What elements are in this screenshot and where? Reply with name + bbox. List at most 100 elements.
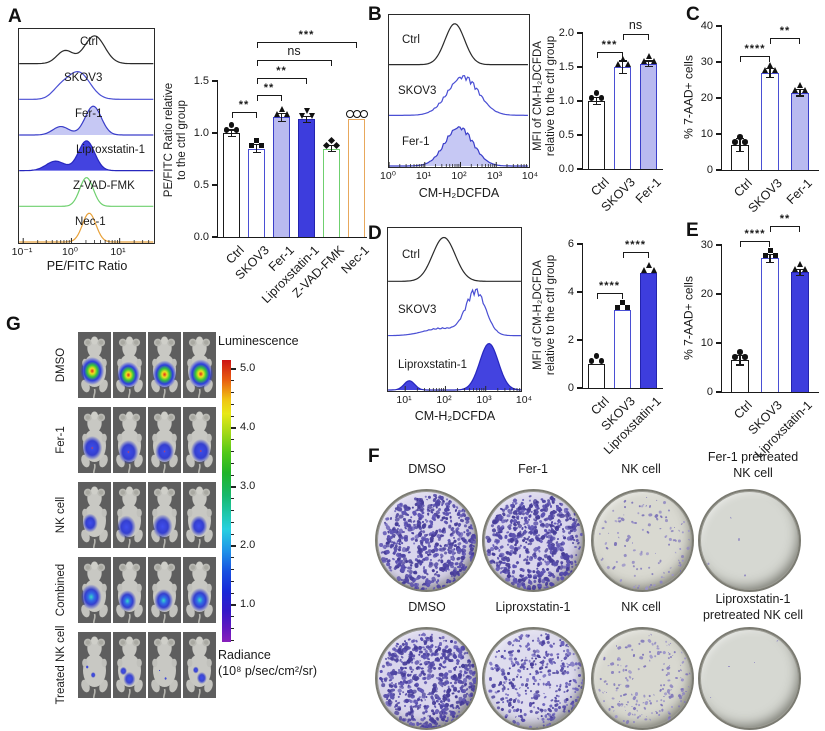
colony-speck xyxy=(553,712,556,716)
colony-speck xyxy=(412,542,416,546)
colony-plate xyxy=(375,489,478,592)
colony-speck xyxy=(543,695,547,699)
colony-speck xyxy=(503,657,507,660)
error-bar-cap xyxy=(796,274,804,277)
colony-speck xyxy=(528,725,533,728)
colony-speck xyxy=(413,658,415,661)
colony-speck xyxy=(623,499,628,504)
panel-letter-a: A xyxy=(8,6,22,27)
error-bar-cap xyxy=(766,76,774,79)
y-tick-label: 1.5 xyxy=(558,60,574,73)
colony-speck xyxy=(634,714,636,717)
colony-speck xyxy=(614,541,618,547)
colony-speck xyxy=(615,560,619,563)
colony-speck xyxy=(434,565,439,570)
y-tick-mark xyxy=(577,100,583,102)
data-point xyxy=(298,113,305,120)
error-bar-cap xyxy=(227,135,236,137)
colony-speck xyxy=(393,509,397,513)
mouse-svg xyxy=(78,557,111,624)
significance-label: ns xyxy=(287,44,301,58)
colony-speck xyxy=(432,497,437,502)
colony-speck xyxy=(615,686,619,690)
significance-bracket xyxy=(596,293,623,299)
colony-speck xyxy=(457,707,461,710)
colony-speck xyxy=(670,566,673,569)
colony-speck xyxy=(644,504,647,508)
category-label-Ctrl: Ctrl xyxy=(731,176,755,200)
colony-speck xyxy=(549,505,552,509)
panel-b-xaxis-title: CM-H₂DCFDA xyxy=(418,186,500,200)
colony-speck xyxy=(566,712,572,718)
colony-speck xyxy=(630,648,634,652)
colony-speck xyxy=(632,542,634,545)
colony-speck xyxy=(678,563,682,568)
colony-speck xyxy=(631,713,634,716)
colony-speck xyxy=(518,666,521,669)
colony-speck xyxy=(642,694,646,698)
colony-speck xyxy=(620,683,622,685)
flow-curve-label: SKOV3 xyxy=(398,304,437,316)
colony-speck xyxy=(449,658,454,663)
colorbar-minor-tick xyxy=(231,580,234,582)
colony-speck xyxy=(528,673,532,676)
y-tick-label: 10 xyxy=(700,336,713,349)
colony-speck xyxy=(612,509,615,513)
colony-speck xyxy=(418,662,423,666)
colony-speck xyxy=(660,703,664,708)
significance-bracket xyxy=(256,60,332,66)
significance-label: *** xyxy=(298,29,315,41)
colony-speck xyxy=(526,642,531,647)
error-bar-cap xyxy=(736,354,744,356)
colony-speck xyxy=(551,671,556,675)
colony-speck xyxy=(562,535,566,540)
colony-speck xyxy=(665,640,668,644)
colony-speck xyxy=(428,722,432,726)
colony-speck xyxy=(528,495,533,499)
colony-speck xyxy=(456,540,462,546)
colony-speck xyxy=(648,650,652,654)
error-bar xyxy=(799,89,801,96)
colony-speck xyxy=(489,676,493,682)
colony-speck xyxy=(628,669,633,674)
colony-speck xyxy=(401,690,405,694)
flow-xtick-label: 10¹ xyxy=(396,394,412,406)
colony-speck xyxy=(517,511,522,515)
colony-speck xyxy=(597,688,602,692)
colony-speck xyxy=(630,705,633,708)
y-tick-mark xyxy=(716,97,722,99)
colony-speck xyxy=(623,505,626,509)
data-point xyxy=(802,86,808,93)
colony-speck xyxy=(426,693,429,696)
colony-speck xyxy=(668,570,671,574)
colony-speck xyxy=(574,553,578,557)
colony-speck xyxy=(502,690,505,693)
colony-speck xyxy=(464,565,468,570)
error-bar-cap xyxy=(327,144,336,147)
colony-speck xyxy=(544,665,548,669)
colony-speck xyxy=(425,557,430,562)
colony-speck xyxy=(525,677,529,682)
colony-speck xyxy=(613,682,616,687)
colony-speck xyxy=(651,711,654,715)
colony-speck xyxy=(515,715,518,718)
data-point xyxy=(772,252,778,258)
mouse-svg xyxy=(148,557,181,624)
significance-label: ** xyxy=(238,99,250,111)
colony-speck xyxy=(381,664,386,669)
colony-speck xyxy=(683,656,687,660)
data-point xyxy=(762,252,768,258)
colony-speck xyxy=(442,639,445,642)
colony-speck xyxy=(652,583,657,587)
colony-speck xyxy=(599,677,603,680)
colony-speck xyxy=(520,682,524,686)
flow-curve-label: Nec-1 xyxy=(75,216,106,228)
colorbar-minor-tick xyxy=(231,462,234,464)
colony-speck xyxy=(637,704,641,708)
colony-speck xyxy=(534,662,537,666)
error-bar xyxy=(230,129,233,137)
colony-speck xyxy=(539,671,543,674)
colony-speck xyxy=(415,577,419,580)
y-tick-label: 30 xyxy=(700,55,713,68)
colony-plate xyxy=(482,489,585,592)
